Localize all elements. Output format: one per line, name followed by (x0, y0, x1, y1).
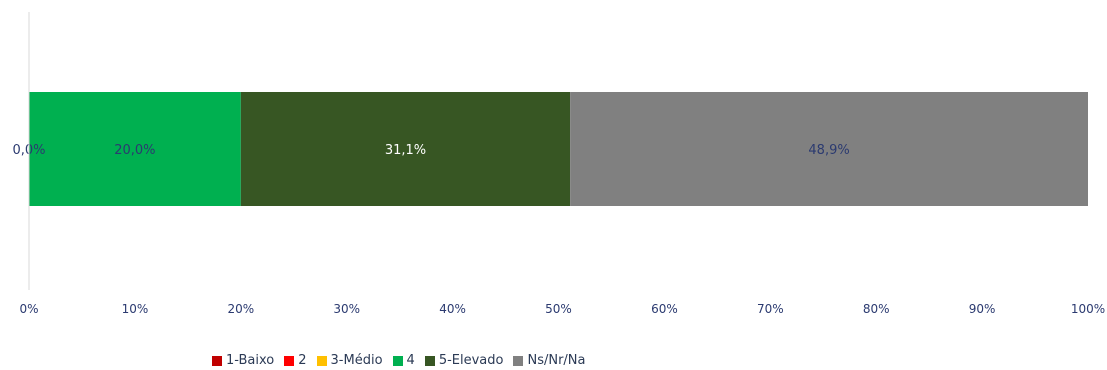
x-tick-label: 100% (1071, 302, 1105, 316)
legend-item-4: 4 (392, 353, 415, 368)
legend-item-3: 3-Médio (316, 353, 383, 368)
data-label-5: 31,1% (385, 143, 426, 158)
legend-label: 3-Médio (330, 353, 383, 368)
x-tick-label: 60% (651, 302, 678, 316)
legend-label: Ns/Nr/Na (527, 353, 586, 368)
legend-item-5: 5-Elevado (424, 353, 504, 368)
legend-swatch (513, 355, 524, 366)
x-tick-label: 10% (122, 302, 149, 316)
legend-swatch (424, 355, 435, 366)
legend-label: 4 (406, 353, 415, 368)
legend-label: 2 (298, 353, 307, 368)
x-tick-label: 20% (227, 302, 254, 316)
bars-group (29, 92, 1088, 206)
x-tick-label: 70% (757, 302, 784, 316)
data-label-6: 48,9% (808, 143, 849, 158)
legend-swatch (316, 355, 327, 366)
data-label-4: 20,0% (114, 143, 155, 158)
legend-item-1: 1-Baixo (212, 353, 274, 368)
legend-swatch (212, 355, 222, 366)
legend-item-2: 2 (284, 353, 307, 368)
x-tick-label: 80% (863, 302, 890, 316)
x-tick-label: 50% (545, 302, 572, 316)
legend-label: 1-Baixo (226, 353, 275, 368)
x-axis-ticks-group: 0% 10% 20% 30% 40% 50% 60% 70% 80% 90% 100% (19, 302, 1105, 316)
bar-segment-5 (240, 92, 571, 206)
legend-swatch (284, 355, 295, 366)
x-tick-label: 30% (333, 302, 360, 316)
legend-label: 5-Elevado (438, 353, 504, 368)
x-tick-label: 90% (969, 302, 996, 316)
data-labels-group: 20,0% 31,1% 48,9%0,0% (12, 143, 849, 158)
bar-segment-4 (29, 92, 241, 206)
bar-segment-6 (570, 92, 1088, 206)
legend-swatch (392, 355, 403, 366)
x-tick-label: 40% (439, 302, 466, 316)
legend: 1-Baixo 2 3-Médio 4 5-Elevado Ns/Nr/Na (212, 353, 596, 368)
x-tick-label: 0% (19, 302, 38, 316)
legend-item-6: Ns/Nr/Na (513, 353, 586, 368)
